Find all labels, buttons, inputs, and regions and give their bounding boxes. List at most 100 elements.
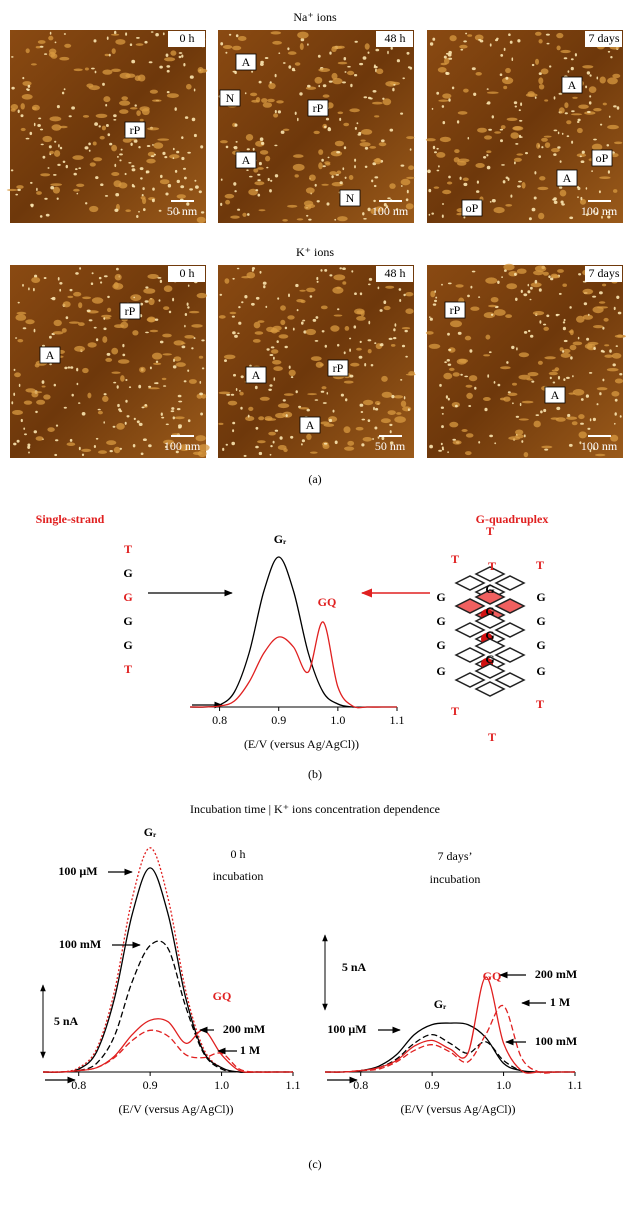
label: 0.8 bbox=[212, 713, 227, 727]
afm-feature bbox=[400, 185, 403, 187]
afm-feature bbox=[500, 139, 503, 143]
afm-feature bbox=[619, 415, 622, 418]
afm-feature bbox=[465, 32, 468, 35]
afm-feature bbox=[25, 137, 30, 140]
afm-feature bbox=[588, 101, 592, 105]
afm-feature bbox=[11, 401, 14, 405]
afm-feature bbox=[13, 442, 17, 446]
afm-feature bbox=[20, 127, 26, 132]
afm-feature bbox=[367, 349, 372, 354]
afm-feature bbox=[115, 193, 120, 197]
afm-feature bbox=[266, 326, 275, 332]
afm-feature bbox=[85, 202, 88, 205]
afm-feature bbox=[10, 104, 19, 110]
afm-feature bbox=[322, 402, 327, 404]
afm-feature bbox=[434, 290, 437, 293]
afm-feature bbox=[76, 192, 79, 195]
afm-feature bbox=[178, 426, 181, 429]
afm-feature bbox=[564, 112, 568, 115]
afm-feature bbox=[486, 91, 499, 94]
afm-feature bbox=[612, 73, 621, 79]
afm-feature bbox=[50, 53, 58, 59]
afm-feature bbox=[348, 175, 354, 180]
afm-feature bbox=[578, 273, 582, 276]
afm-feature bbox=[78, 167, 82, 169]
afm-feature bbox=[172, 147, 175, 151]
afm-feature bbox=[252, 339, 261, 343]
afm-feature bbox=[246, 148, 250, 151]
afm-feature bbox=[333, 314, 343, 317]
afm-feature bbox=[353, 325, 357, 329]
afm-feature bbox=[455, 404, 458, 408]
afm-feature bbox=[255, 189, 259, 192]
afm-feature bbox=[464, 375, 469, 378]
afm-feature bbox=[449, 35, 457, 42]
tetrad-square bbox=[474, 566, 506, 582]
afm-feature bbox=[270, 445, 273, 448]
afm-feature bbox=[364, 165, 368, 168]
afm-feature bbox=[166, 69, 170, 73]
afm-feature bbox=[131, 165, 135, 168]
afm-feature bbox=[531, 63, 535, 67]
afm-feature bbox=[571, 110, 575, 113]
afm-feature bbox=[172, 157, 175, 160]
afm-feature bbox=[561, 203, 565, 206]
afm-feature bbox=[514, 105, 517, 108]
afm-feature bbox=[600, 123, 603, 126]
afm-feature bbox=[242, 212, 247, 217]
afm-feature bbox=[233, 182, 237, 186]
afm-feature bbox=[251, 269, 254, 272]
afm-feature bbox=[536, 142, 541, 149]
afm-feature bbox=[567, 413, 571, 418]
afm-feature bbox=[54, 41, 57, 44]
afm-feature bbox=[324, 161, 331, 165]
afm-feature bbox=[359, 403, 364, 407]
afm-feature bbox=[175, 362, 186, 367]
afm-feature bbox=[28, 451, 30, 454]
afm-feature bbox=[596, 76, 599, 80]
label: oP bbox=[466, 201, 479, 215]
afm-feature bbox=[446, 359, 450, 362]
afm-feature bbox=[540, 410, 543, 414]
afm-feature bbox=[513, 101, 518, 105]
afm-feature bbox=[259, 137, 264, 141]
afm-feature bbox=[180, 342, 186, 345]
afm-feature bbox=[17, 188, 21, 192]
afm-feature bbox=[31, 277, 41, 283]
afm-feature bbox=[301, 443, 303, 446]
afm-feature bbox=[611, 352, 622, 359]
afm-feature bbox=[476, 180, 479, 184]
afm-feature bbox=[93, 326, 97, 329]
afm-feature bbox=[344, 446, 355, 451]
afm-feature bbox=[259, 270, 262, 274]
afm-feature bbox=[523, 293, 528, 297]
afm-feature bbox=[332, 286, 344, 294]
afm-feature bbox=[614, 378, 624, 384]
afm-feature bbox=[447, 282, 452, 285]
label: (a) bbox=[308, 472, 321, 486]
afm-feature bbox=[538, 288, 542, 292]
afm-feature bbox=[497, 280, 500, 284]
afm-feature bbox=[558, 92, 563, 95]
afm-feature bbox=[502, 77, 514, 85]
afm-feature bbox=[562, 350, 565, 353]
tag-box bbox=[245, 366, 267, 384]
afm-feature bbox=[534, 279, 538, 284]
afm-feature bbox=[364, 363, 367, 367]
afm-feature bbox=[429, 42, 434, 46]
afm-feature bbox=[254, 331, 264, 335]
afm-feature bbox=[174, 169, 178, 173]
afm-feature bbox=[487, 101, 491, 105]
label: T bbox=[486, 524, 494, 538]
afm-feature bbox=[159, 179, 170, 185]
afm-feature bbox=[276, 340, 279, 343]
afm-feature bbox=[447, 397, 450, 401]
afm-feature bbox=[54, 453, 58, 457]
afm-feature bbox=[464, 335, 472, 341]
tetrad-square bbox=[454, 575, 486, 591]
afm-feature bbox=[131, 59, 136, 64]
afm-feature bbox=[84, 67, 89, 71]
curve bbox=[324, 976, 575, 1074]
afm-feature bbox=[11, 86, 15, 90]
afm-feature bbox=[262, 102, 273, 108]
